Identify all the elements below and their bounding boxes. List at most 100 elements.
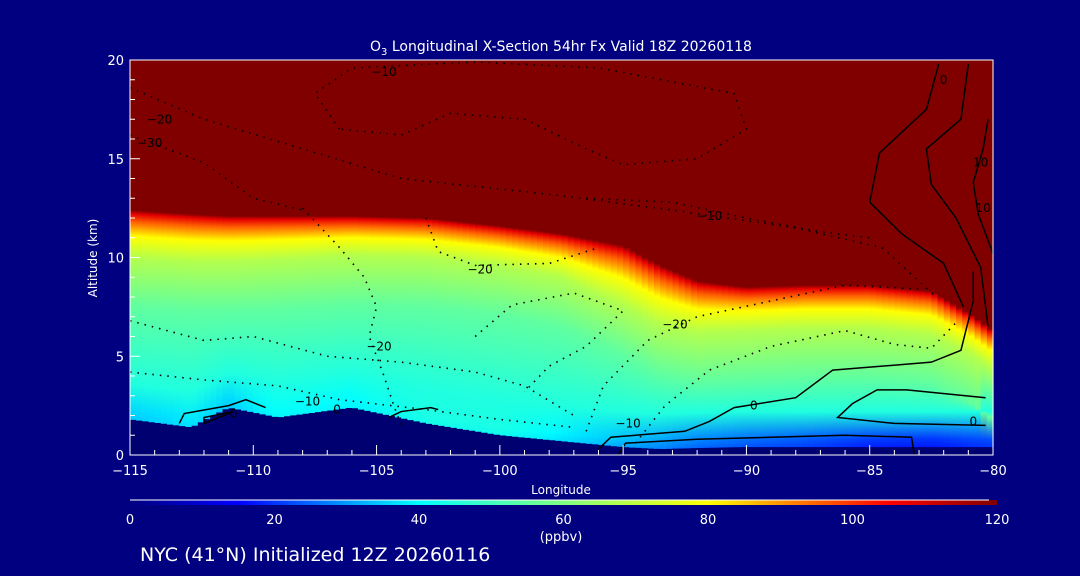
field-column xyxy=(690,60,698,455)
field-column xyxy=(573,60,581,455)
colorbar-strip xyxy=(130,500,997,505)
field-column xyxy=(678,60,686,455)
field-column xyxy=(709,60,717,455)
field-column xyxy=(321,60,328,455)
field-column xyxy=(469,60,476,455)
field-column xyxy=(925,60,932,455)
contour-label: −30 xyxy=(137,136,162,150)
contour-line xyxy=(972,119,994,254)
field-column xyxy=(432,60,439,455)
field-column xyxy=(142,60,150,455)
field-column xyxy=(475,60,482,455)
field-column xyxy=(672,60,680,455)
x-tick-label: −80 xyxy=(979,464,1006,479)
field-column xyxy=(814,60,821,455)
field-column xyxy=(148,60,156,455)
colorbar-tick-label: 120 xyxy=(985,513,1010,528)
contour-labels: −10 −20 −30 −10 −20 −20 −20 −10 0 0 −10 0 0 10 10 0 xyxy=(137,65,991,431)
field-column xyxy=(308,60,316,455)
field-column xyxy=(228,60,236,455)
field-column xyxy=(653,60,661,455)
field-column xyxy=(869,60,877,455)
field-column xyxy=(271,60,279,455)
contour-line xyxy=(129,86,937,298)
field-column xyxy=(179,60,187,455)
field-column xyxy=(284,60,291,455)
chart-title: O3 Longitudinal X-Section 54hr Fx Valid … xyxy=(370,39,752,58)
field-column xyxy=(481,60,489,455)
field-column xyxy=(980,60,988,455)
field-column xyxy=(592,60,600,455)
field-column xyxy=(623,60,630,455)
field-column xyxy=(407,60,415,455)
field-column xyxy=(154,60,162,455)
field-column xyxy=(586,60,593,455)
field-column xyxy=(956,60,963,455)
field-column xyxy=(968,60,976,455)
terrain xyxy=(130,408,993,455)
field-column xyxy=(912,60,920,455)
field-column xyxy=(863,60,871,455)
field-column xyxy=(333,60,341,455)
field-column xyxy=(801,60,809,455)
contour-label: −20 xyxy=(366,339,391,353)
field-column xyxy=(697,60,704,455)
field-column xyxy=(703,60,711,455)
contour-label: 10 xyxy=(975,201,990,215)
field-column xyxy=(752,60,760,455)
y-tick-label: 20 xyxy=(107,54,124,69)
field-column xyxy=(629,60,637,455)
field-column xyxy=(395,60,402,455)
contour-label: −10 xyxy=(295,395,320,409)
field-column xyxy=(173,60,180,455)
field-column xyxy=(838,60,846,455)
y-axis-label: Altitude (km) xyxy=(86,219,100,298)
colorbar: 0 20 40 60 80 100 120 xyxy=(126,499,1010,528)
field-column xyxy=(900,60,908,455)
contour-label: 0 xyxy=(750,399,758,413)
field-column xyxy=(771,60,778,455)
field-column xyxy=(203,60,211,455)
field-column xyxy=(247,60,254,455)
field-column xyxy=(888,60,895,455)
x-tick-label: −90 xyxy=(733,464,760,479)
field-column xyxy=(345,60,353,455)
field-column xyxy=(721,60,729,455)
field-column xyxy=(197,60,205,455)
colorbar-tick-label: 20 xyxy=(266,513,283,528)
field-column xyxy=(444,60,452,455)
contours xyxy=(129,61,994,456)
field-column xyxy=(462,60,470,455)
field-column xyxy=(425,60,433,455)
field-column xyxy=(327,60,335,455)
field-column xyxy=(376,60,384,455)
field-column xyxy=(579,60,587,455)
field-column xyxy=(487,60,495,455)
field-column xyxy=(826,60,834,455)
field-column xyxy=(986,60,994,455)
contour-line xyxy=(835,389,986,427)
colorbar-tick-label: 100 xyxy=(840,513,865,528)
field-column xyxy=(857,60,865,455)
colorbar-tick-label: 0 xyxy=(126,513,134,528)
footer-location: NYC (41°N) Initialized 12Z 20260116 xyxy=(140,544,490,566)
field-column xyxy=(388,60,396,455)
field-column xyxy=(851,60,858,455)
field-column xyxy=(382,60,390,455)
contour-line xyxy=(925,63,989,327)
contour-label: −20 xyxy=(662,318,687,332)
contour-line xyxy=(178,398,266,424)
field-column xyxy=(259,60,267,455)
field-column xyxy=(456,60,464,455)
field-column xyxy=(530,60,538,455)
field-column xyxy=(401,60,408,455)
field-column xyxy=(882,60,889,455)
field-column xyxy=(265,60,273,455)
contour-line xyxy=(203,410,234,425)
y-tick-label: 0 xyxy=(116,449,124,464)
field-column xyxy=(419,60,427,455)
field-column xyxy=(715,60,723,455)
field-column xyxy=(290,60,298,455)
field-column xyxy=(543,60,550,455)
